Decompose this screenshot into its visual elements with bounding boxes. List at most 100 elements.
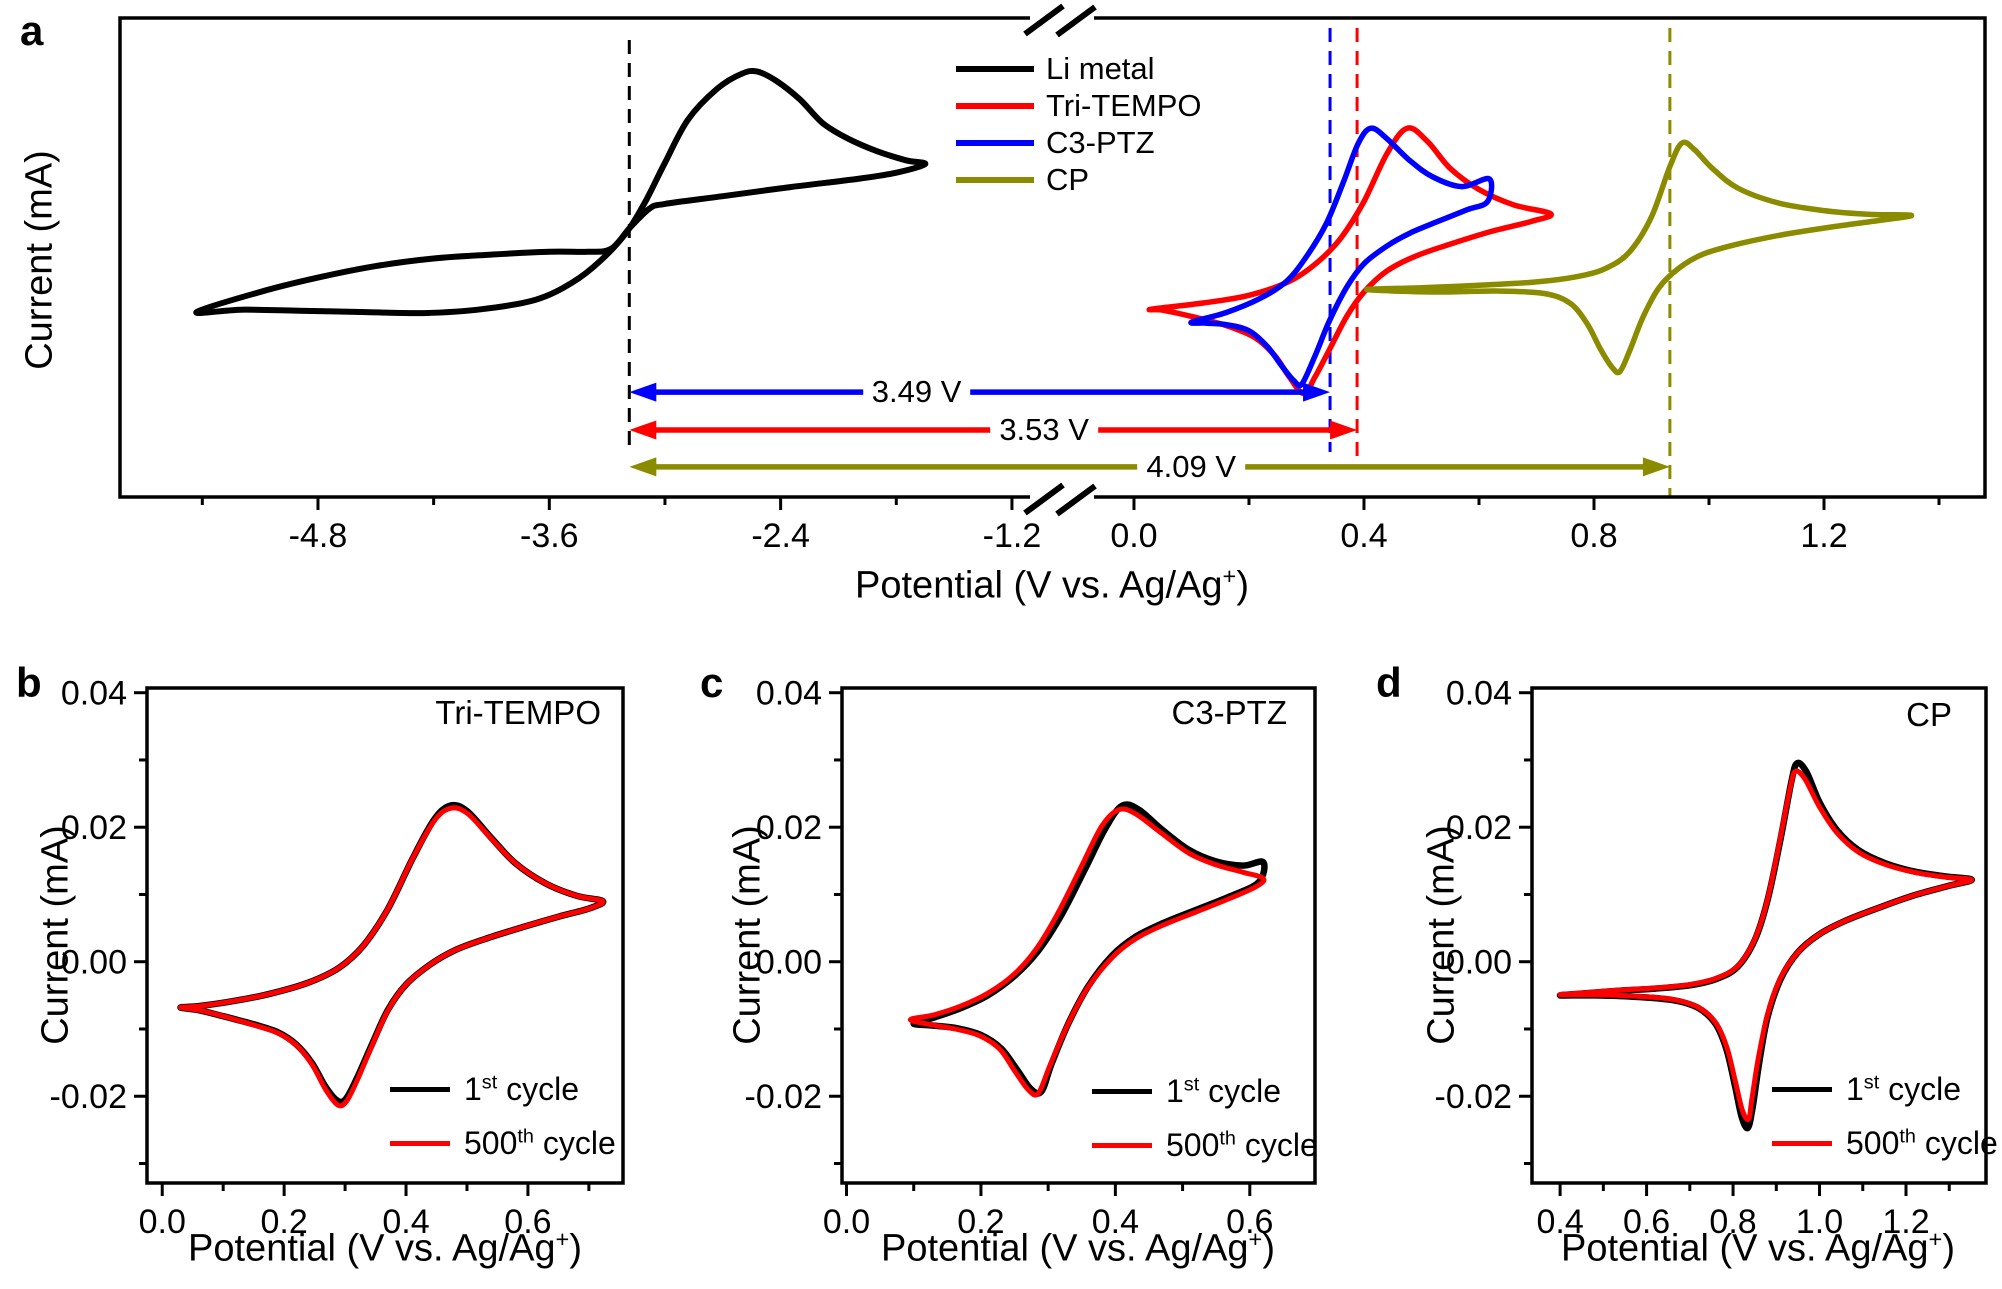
gap-annotation-3.53V: 3.53 V (990, 411, 1098, 448)
tick-label: 0.02 (756, 809, 822, 847)
tick-label: -0.02 (50, 1078, 128, 1116)
legend-item-500th-cycle: 500th cycle (390, 1116, 616, 1170)
panel-a-chart: -4.8 -3.6 -2.4 -1.2 0.0 0.4 0.8 1.2 (118, 3, 1987, 555)
axis-break-slash (1023, 3, 1065, 37)
legend-item-first-cycle: 1st cycle (1092, 1064, 1318, 1118)
tick-label: -1.2 (983, 517, 1042, 555)
tick-label: 0.6 (504, 1203, 551, 1241)
tick-label: 0.6 (1226, 1203, 1273, 1241)
axis-break-slash (1055, 4, 1097, 38)
tick-label: 0.4 (382, 1203, 429, 1241)
arrowhead-left (629, 420, 657, 440)
tick-label: 0.8 (1570, 517, 1617, 555)
panel-b-title: Tri-TEMPO (435, 694, 601, 731)
tick-label: 0.02 (61, 809, 127, 847)
tick-label: 0.02 (1446, 809, 1512, 847)
tick-label: 0.4 (1536, 1203, 1583, 1241)
tick-label: 0.8 (1709, 1203, 1756, 1241)
legend-item-label: 1st cycle (1166, 1072, 1282, 1109)
panel-d-legend: 1st cycle 500th cycle (1772, 1062, 1998, 1170)
legend-item-label: 1st cycle (1846, 1070, 1962, 1107)
x-axis-title-text: Potential (V vs. Ag/Ag (188, 1227, 556, 1270)
x-axis-title-sup: + (1248, 1225, 1263, 1252)
plot-border (840, 686, 1317, 1185)
legend-item-label: CP (1046, 161, 1090, 197)
panel-d-chart: 0.4 0.6 0.8 1.0 1.2 0.04 0.02 0.00 -0.02 (1435, 675, 1988, 1241)
axis-break-slash (1055, 483, 1097, 517)
x-axis-title-sup: + (1928, 1225, 1943, 1252)
legend-item-first-cycle: 1st cycle (1772, 1062, 1998, 1116)
legend-item-label: 500th cycle (1166, 1126, 1318, 1163)
gap-annotation-3.49V: 3.49 V (862, 374, 971, 411)
x-axis-title-close: ) (1236, 564, 1249, 607)
tick-label: 0.04 (61, 675, 127, 713)
legend-line-swatch (956, 176, 1034, 183)
curve-500th-cycle (907, 806, 1267, 1098)
legend-line-swatch (956, 65, 1034, 72)
x-axis-title-sup: + (555, 1225, 570, 1252)
gap-annotation-4.09V: 4.09 V (1137, 448, 1246, 485)
tick-label: 0.2 (260, 1203, 307, 1241)
legend-line-swatch (1092, 1088, 1152, 1094)
panel-d-title: CP (1906, 696, 1952, 733)
tick-label: 0.0 (139, 1203, 186, 1241)
arrowhead-left (629, 457, 657, 477)
x-axis-title-close: ) (1262, 1227, 1275, 1270)
curve-500th-cycle (178, 805, 606, 1109)
panel-b-legend: 1st cycle 500th cycle (390, 1062, 616, 1170)
tick-label: 0.04 (1446, 675, 1512, 713)
legend-item-li-metal: Li metal (956, 50, 1202, 87)
legend-line-swatch (956, 139, 1034, 146)
tick-label: 0.00 (756, 944, 822, 982)
legend-item-label: C3-PTZ (1046, 124, 1155, 160)
panel-b-chart: 0.0 0.2 0.4 0.6 0.04 0.02 0.00 -0.02 (50, 675, 625, 1241)
tick-label: 0.0 (823, 1203, 870, 1241)
legend-item-label: Tri-TEMPO (1046, 87, 1202, 123)
arrowhead-right (1330, 420, 1358, 440)
legend-line-swatch (390, 1140, 450, 1146)
legend-item-500th-cycle: 500th cycle (1772, 1116, 1998, 1170)
panel-label-c: c (700, 659, 724, 706)
tick-label: 0.2 (957, 1203, 1004, 1241)
tick-label: 1.2 (1882, 1203, 1929, 1241)
tick-label: 1.0 (1796, 1203, 1843, 1241)
panel-b-x-axis-title: Potential (V vs. Ag/Ag+) (188, 1225, 582, 1271)
tick-label: -0.02 (1435, 1078, 1513, 1116)
panel-label-a: a (20, 7, 44, 54)
tick-label: -0.02 (745, 1078, 823, 1116)
legend-item-first-cycle: 1st cycle (390, 1062, 616, 1116)
panel-c-x-axis-title: Potential (V vs. Ag/Ag+) (881, 1225, 1275, 1271)
x-axis-title-sup: + (1222, 562, 1237, 589)
panel-a-legend: Li metal Tri-TEMPO C3-PTZ CP (956, 50, 1202, 198)
legend-item-cp: CP (956, 161, 1202, 198)
curve-500th-cycle (1557, 768, 1975, 1122)
tick-label: 0.04 (756, 675, 822, 713)
tick-label: 0.0 (1110, 517, 1157, 555)
panel-a-x-axis-title: Potential (V vs. Ag/Ag+) (855, 562, 1249, 608)
legend-item-label: Li metal (1046, 50, 1155, 86)
x-axis-title-close: ) (1942, 1227, 1955, 1270)
tick-label: 0.6 (1623, 1203, 1670, 1241)
panel-c-legend: 1st cycle 500th cycle (1092, 1064, 1318, 1172)
plot-border (145, 686, 625, 1185)
panel-label-b: b (16, 659, 42, 706)
axis-break-slash (1023, 482, 1065, 516)
tick-label: -2.4 (751, 517, 810, 555)
tick-label: 1.2 (1800, 517, 1847, 555)
x-axis-title-text: Potential (V vs. Ag/Ag (855, 564, 1223, 607)
plot-border (1530, 686, 1988, 1185)
panel-b-y-axis-title: Current (mA) (34, 825, 77, 1045)
panel-d-x-axis-title: Potential (V vs. Ag/Ag+) (1561, 1225, 1955, 1271)
panel-label-d: d (1376, 659, 1402, 706)
legend-line-swatch (1092, 1142, 1152, 1148)
panel-d-y-axis-title: Current (mA) (1420, 825, 1463, 1045)
legend-item-label: 500th cycle (1846, 1124, 1998, 1161)
tick-label: 0.4 (1340, 517, 1387, 555)
arrowhead-right (1642, 457, 1670, 477)
x-axis-title-close: ) (569, 1227, 582, 1270)
legend-line-swatch (1772, 1140, 1832, 1146)
legend-line-swatch (956, 102, 1034, 109)
tick-label: 0.4 (1092, 1203, 1139, 1241)
curve-1st-cycle (177, 801, 607, 1106)
